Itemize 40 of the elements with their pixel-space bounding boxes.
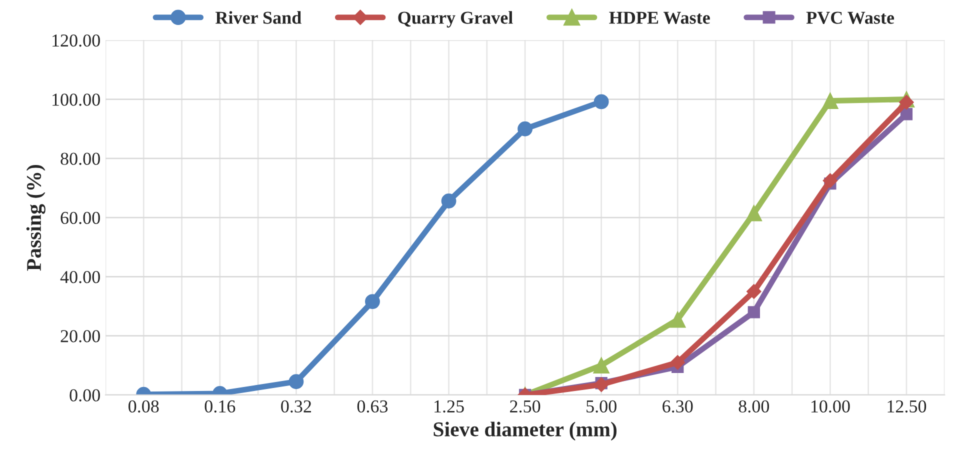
point: [746, 284, 762, 299]
y-tick-label: 60.00: [60, 212, 100, 224]
legend-label: River Sand: [215, 11, 302, 24]
x-tick-label: 6.30: [662, 400, 693, 413]
x-tick-label: 0.32: [281, 400, 312, 413]
x-tick-label: 8.00: [738, 400, 770, 413]
x-tick-label: 0.63: [357, 400, 388, 413]
x-axis-title: Sieve diameter (mm): [434, 422, 617, 441]
point: [899, 94, 914, 110]
y-tick-label: 0.00: [70, 389, 100, 402]
x-tick-label: 12.50: [888, 400, 926, 413]
x-tick-label: 2.50: [510, 400, 540, 413]
point: [518, 121, 533, 136]
y-axis-title: Passing (%): [26, 164, 46, 271]
x-tick-label: 1.25: [434, 400, 464, 413]
y-tick-label: 20.00: [60, 330, 100, 342]
point: [670, 355, 686, 370]
point: [746, 204, 762, 222]
x-tick-label: 10.00: [811, 400, 850, 413]
y-tick-label: 40.00: [60, 270, 100, 284]
point: [900, 108, 913, 120]
y-tick-label: 80.00: [60, 152, 100, 165]
point: [288, 374, 304, 390]
x-tick-label: 5.00: [586, 400, 616, 413]
y-tick-label: 120.00: [52, 34, 100, 47]
y-tick-label: 100.00: [52, 94, 100, 106]
point: [441, 194, 456, 208]
point: [748, 306, 760, 318]
legend-label: HDPE Waste: [609, 12, 710, 24]
legend-label: Quarry Gravel: [398, 11, 513, 28]
point: [822, 173, 838, 188]
point: [365, 294, 380, 309]
point: [822, 92, 838, 109]
point: [594, 377, 609, 392]
point: [594, 94, 609, 110]
x-tick-label: 0.08: [128, 400, 159, 413]
point: [669, 311, 686, 328]
x-tick-label: 0.16: [204, 400, 236, 413]
point: [593, 357, 610, 374]
legend-label: PVC Waste: [806, 12, 894, 24]
